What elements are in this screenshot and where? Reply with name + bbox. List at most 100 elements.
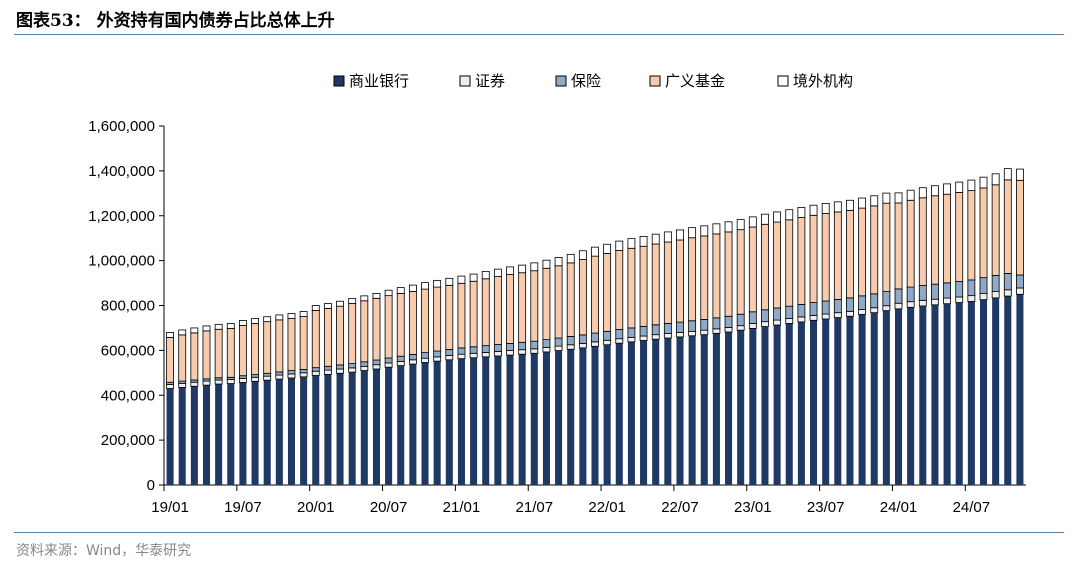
bar-segment: [385, 367, 393, 485]
bar-segment: [299, 316, 308, 370]
bar-segment: [882, 310, 890, 485]
bar-segment: [773, 325, 781, 485]
bar-segment: [785, 209, 794, 221]
bar-segment: [603, 339, 612, 346]
bar-segment: [287, 313, 296, 319]
bar-segment: [1004, 296, 1012, 485]
bar-segment: [955, 302, 963, 485]
bar-segment: [360, 300, 369, 363]
bar-segment: [809, 214, 818, 303]
bar-segment: [651, 324, 660, 336]
bar-segment: [846, 297, 854, 312]
bar-segment: [360, 361, 369, 367]
bar-segment: [348, 303, 357, 365]
bar-segment: [324, 374, 332, 485]
bar-segment: [226, 379, 235, 384]
bar-segment: [263, 372, 272, 377]
legend-swatch: [777, 75, 789, 87]
bar-segment: [311, 305, 320, 311]
legend-label: 广义基金: [665, 72, 725, 90]
bar-segment: [712, 233, 721, 319]
bar-segment: [894, 302, 903, 310]
bar-segment: [166, 332, 174, 338]
bar-segment: [384, 362, 393, 368]
bar-segment: [991, 184, 1000, 276]
bar-segment: [882, 202, 891, 292]
bar-segment: [348, 367, 357, 373]
bar-segment: [493, 276, 502, 345]
bar-segment: [688, 335, 696, 485]
bar-segment: [858, 314, 866, 485]
bar-segment: [663, 241, 672, 324]
bar-segment: [688, 320, 697, 332]
legend-swatch: [459, 75, 471, 87]
bar-segment: [858, 207, 867, 297]
bar-segment: [688, 330, 697, 337]
bar-segment: [554, 337, 563, 347]
bar-segment: [967, 301, 975, 485]
bar-segment: [773, 307, 782, 321]
bar-segment: [251, 323, 259, 376]
bar-segment: [700, 235, 709, 320]
bar-segment: [992, 297, 1000, 485]
bar-segment: [457, 282, 466, 349]
bar-segment: [566, 253, 575, 264]
bar-segment: [348, 363, 357, 369]
bar-segment: [615, 343, 623, 485]
bar-segment: [372, 359, 381, 366]
bar-segment: [821, 300, 830, 315]
bar-segment: [651, 233, 660, 245]
bar-segment: [567, 349, 575, 485]
bar-segment: [494, 355, 502, 485]
x-tick-label: 23/07: [807, 499, 845, 516]
bar-segment: [809, 302, 818, 316]
x-axis: 19/01 19/07 20/01 20/07 21/01 21/07 22/01 22/07…: [151, 484, 1026, 516]
bar-segment: [1003, 168, 1012, 181]
x-tick-label: 20/01: [297, 499, 335, 516]
bar-segment: [918, 299, 927, 307]
bar-segment: [226, 327, 235, 378]
bar-segment: [907, 307, 915, 485]
bar-segment: [833, 312, 842, 319]
bar-segment: [688, 227, 697, 239]
bar-segment: [323, 369, 332, 375]
bar-segment: [336, 368, 344, 374]
bar-segment: [542, 267, 551, 341]
bar-segment: [846, 209, 854, 299]
bar-segment: [931, 185, 939, 197]
bar-segment: [846, 316, 854, 485]
bar-segment: [263, 321, 272, 374]
bar-segment: [603, 344, 611, 485]
bar-segment: [870, 205, 879, 295]
bar-segment: [530, 340, 539, 350]
legend-swatch: [333, 75, 345, 87]
bar-segment: [275, 314, 284, 321]
bar-segment: [299, 311, 308, 317]
bar-segment: [554, 345, 563, 351]
bar-segment: [870, 195, 879, 207]
legend: 商业银行 证券 保险 广义基金 境外机构: [333, 72, 853, 90]
bottom-rule: [14, 532, 1064, 533]
bar-segment: [578, 259, 587, 336]
bar-segment: [226, 323, 235, 329]
bar-segment: [312, 375, 320, 485]
x-tick-label: 19/07: [224, 499, 262, 516]
bar-segment: [481, 270, 490, 280]
bar-segment: [287, 370, 296, 375]
bar-segment: [639, 245, 648, 327]
bar-segment: [724, 327, 733, 333]
y-tick-label: 600,000: [101, 342, 155, 359]
bar-segment: [555, 350, 563, 485]
bar-segment: [408, 359, 417, 365]
bar-segment: [821, 313, 830, 320]
bar-segment: [834, 317, 842, 485]
bar-segment: [627, 327, 636, 338]
y-tick-label: 0: [147, 477, 155, 494]
bar-segment: [518, 349, 527, 355]
bar-segment: [530, 270, 539, 342]
bar-segment: [700, 319, 709, 331]
bar-segment: [895, 308, 903, 485]
bar-segment: [300, 376, 308, 485]
bar-segment: [578, 334, 587, 344]
bar-segment: [603, 243, 612, 254]
